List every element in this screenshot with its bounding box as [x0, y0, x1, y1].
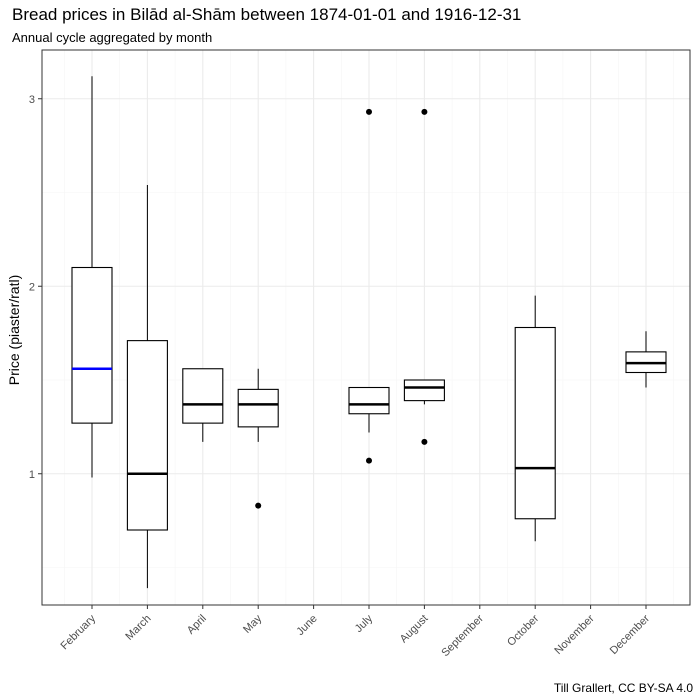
chart-caption: Till Grallert, CC BY-SA 4.0 — [554, 681, 693, 695]
outlier-point — [366, 108, 372, 115]
box-iqr — [71, 266, 113, 424]
x-tick-label: February — [59, 612, 99, 652]
box-iqr — [237, 388, 279, 428]
box-iqr — [126, 340, 168, 531]
x-tick-label: August — [398, 613, 431, 646]
box-iqr — [348, 386, 390, 415]
y-axis: 1 2 3 — [29, 94, 42, 481]
x-axis: February March April May June July August Septe… — [59, 605, 653, 659]
x-tick-label: July — [353, 612, 376, 635]
box-july — [348, 108, 390, 464]
plot-panel — [41, 49, 691, 606]
box-may — [237, 368, 279, 509]
outlier-point — [421, 438, 428, 445]
outlier-point — [366, 457, 372, 464]
box-october — [514, 295, 556, 542]
chart-title: Bread prices in Bilād al-Shām between 18… — [12, 5, 521, 24]
x-tick-label: September — [439, 612, 486, 659]
box-march — [126, 185, 168, 589]
x-tick-label: December — [608, 612, 653, 657]
box-april — [182, 368, 224, 442]
x-tick-label: June — [294, 613, 319, 638]
x-tick-label: October — [505, 612, 541, 648]
box-iqr — [182, 368, 224, 424]
box-december — [625, 331, 667, 388]
box-february — [71, 76, 113, 478]
x-tick-label: April — [185, 613, 209, 637]
y-tick-label: 1 — [29, 469, 35, 481]
box-iqr — [403, 379, 445, 402]
x-tick-label: March — [123, 613, 153, 643]
x-tick-label: November — [552, 612, 597, 657]
box-iqr — [514, 326, 556, 520]
box-august — [403, 108, 445, 445]
y-tick-label: 2 — [29, 281, 35, 293]
boxes — [71, 76, 667, 589]
chart-subtitle: Annual cycle aggregated by month — [12, 30, 212, 45]
y-tick-label: 3 — [29, 94, 35, 106]
outlier-point — [421, 108, 428, 115]
outlier-point — [255, 502, 262, 509]
x-tick-label: May — [241, 612, 265, 636]
y-axis-label: Price (piaster/ratl) — [6, 275, 22, 385]
